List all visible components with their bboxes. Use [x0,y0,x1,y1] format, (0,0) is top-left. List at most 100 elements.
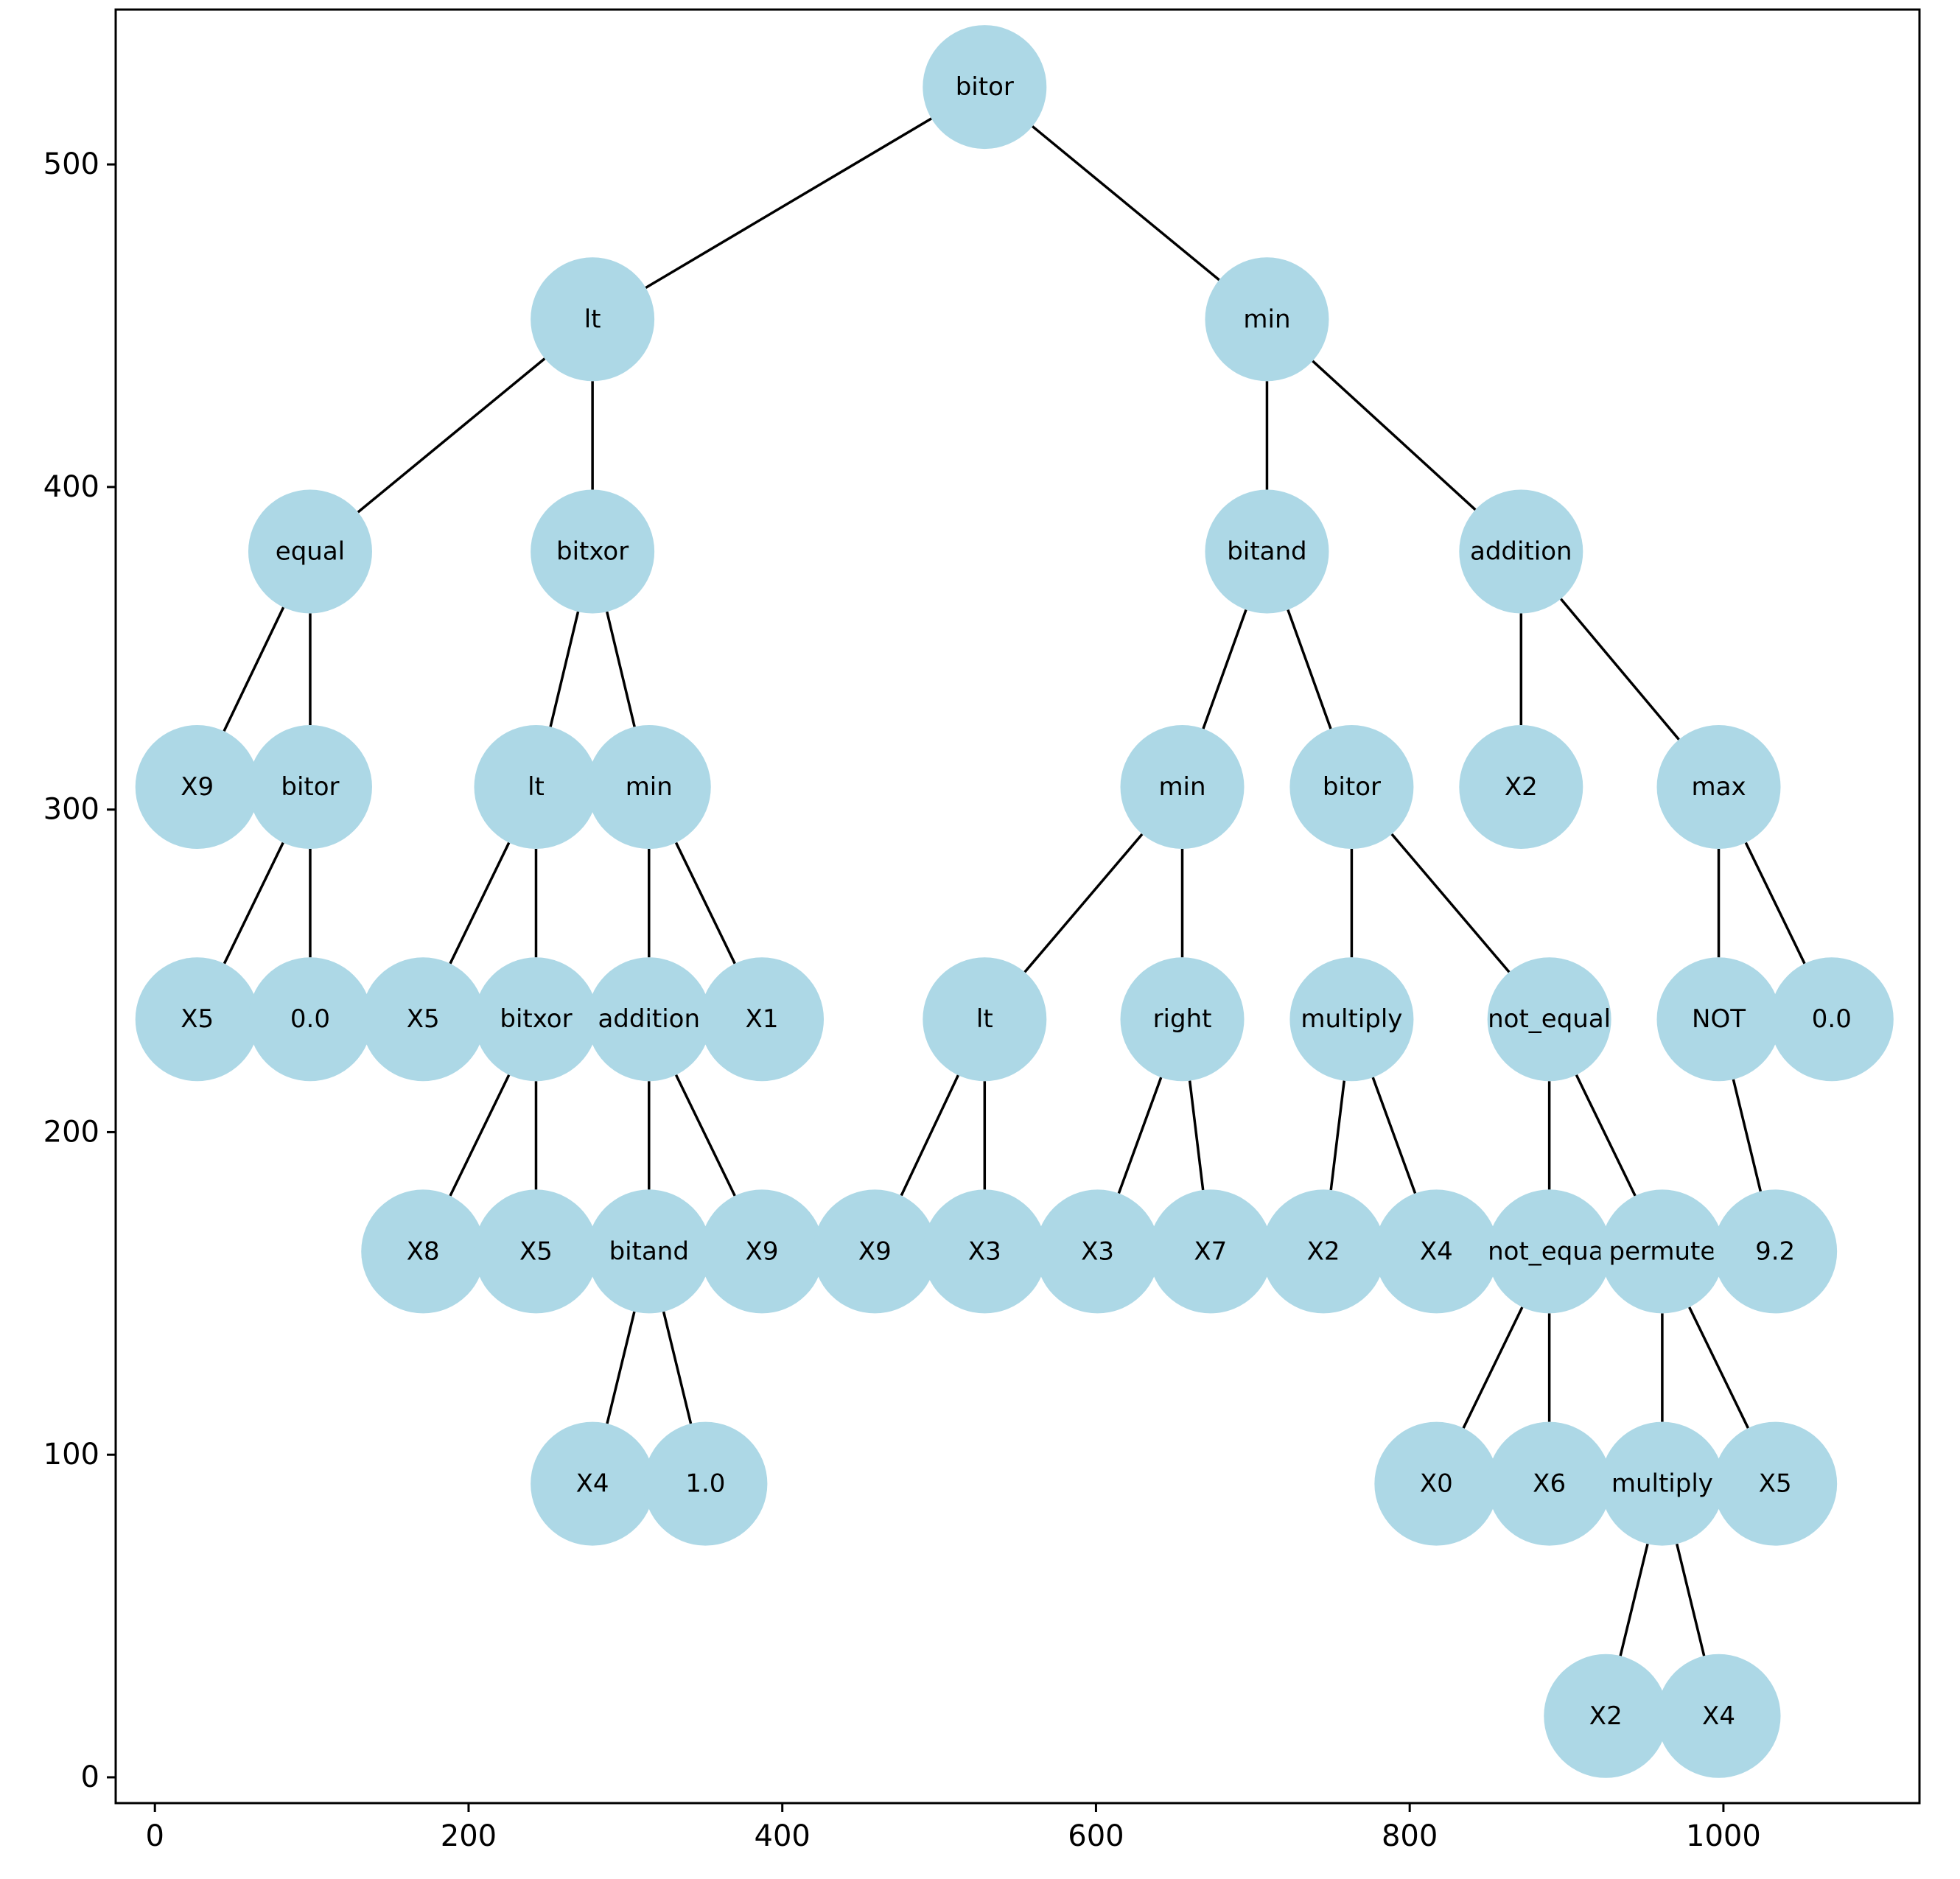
node-circle [474,725,598,850]
node-circle [1487,1189,1611,1314]
node-label: X3 [1081,1236,1114,1266]
tree-edge [1575,1074,1637,1197]
node-circle [643,1421,768,1546]
y-tick-label: 200 [43,1115,99,1149]
tree-edge [1202,609,1247,729]
node-circle [1656,725,1781,850]
tree-edge [1390,833,1511,973]
node-circle [1035,1189,1160,1314]
node-label: X2 [1589,1701,1623,1731]
node-circle [1374,1421,1499,1546]
tree-node: X5 [135,957,259,1082]
node-circle [135,957,259,1082]
node-circle [1459,489,1583,614]
node-circle [813,1189,937,1314]
tree-edge [645,117,932,289]
node-label: X4 [1420,1236,1453,1266]
node-circle [923,957,1047,1082]
tree-node: X5 [474,1189,598,1314]
node-circle [1148,1189,1273,1314]
node-circle [531,489,655,614]
node-circle [1289,957,1414,1082]
tree-node: min [1120,725,1245,850]
y-tick-label: 500 [43,147,99,181]
tree-edge [1371,1077,1417,1194]
tree-node: not_equal [1487,1189,1611,1314]
x-tick-label: 1000 [1686,1819,1761,1853]
node-circle [1487,957,1611,1082]
tree-edge [674,841,736,965]
tree-node: X4 [1656,1654,1781,1778]
node-label: min [1243,304,1290,334]
y-tick-label: 400 [43,470,99,504]
x-axis: 0 200 400 600 800 1000 [145,1803,1761,1853]
node-circle [923,1189,1047,1314]
tree-node: X8 [361,1189,486,1314]
node-label: not_equal [1488,1004,1611,1034]
x-tick-label: 600 [1068,1819,1124,1853]
node-circle [1205,489,1329,614]
node-circle [1713,1189,1838,1314]
node-label: X5 [181,1004,214,1034]
node-label: min [1158,772,1205,802]
tree-node: addition [587,957,711,1082]
tree-node: bitand [1205,489,1329,614]
node-label: not_equal [1488,1236,1611,1266]
tree-node: lt [474,725,598,850]
node-circle [361,957,486,1082]
node-label: equal [276,536,345,566]
tree-node: multiply [1600,1421,1724,1546]
node-label: 0.0 [1812,1004,1852,1034]
plot-frame [114,8,1921,1805]
tree-edge [1032,125,1220,281]
tree-node: bitxor [474,957,598,1082]
node-circle [1600,1421,1724,1546]
node-circle [361,1189,486,1314]
node-circle [248,957,372,1082]
node-circle [700,1189,825,1314]
node-label: bitor [281,772,339,802]
tree-edge [1287,609,1332,729]
tree-node: addition [1459,489,1583,614]
node-circle [1459,725,1583,850]
tree-node: X9 [813,1189,937,1314]
tree-edge [549,611,580,727]
tree-node: equal [248,489,372,614]
tree-node: 1.0 [643,1421,768,1546]
node-circle [587,957,711,1082]
node-circle [1120,725,1245,850]
node-label: 1.0 [685,1469,725,1499]
tree-edge [1329,1080,1346,1191]
tree-edge [1732,1079,1763,1192]
tree-edge [1117,1077,1163,1194]
node-label: min [626,772,673,802]
tree-edge [900,1074,959,1197]
y-axis: 0 100 200 300 400 500 [43,147,116,1794]
tree-node: permute [1600,1189,1724,1314]
tree-node: X9 [700,1189,825,1314]
node-label: X4 [576,1469,609,1499]
tree-node: X7 [1148,1189,1273,1314]
edges [223,117,1806,1656]
tree-node: bitxor [531,489,655,614]
tree-node: X3 [923,1189,1047,1314]
node-label: permute [1609,1236,1715,1266]
tree-node: min [1205,257,1329,382]
tree-edge [449,1074,511,1197]
node-label: bitor [1323,772,1381,802]
node-label: X2 [1505,772,1538,802]
tree-node: multiply [1289,957,1414,1082]
tree-edge [1188,1080,1205,1191]
node-circle [531,1421,655,1546]
tree-edge [606,611,636,727]
node-label: bitand [609,1236,689,1266]
node-label: 9.2 [1755,1236,1795,1266]
tree-edge [1312,360,1477,511]
node-label: 0.0 [290,1004,330,1034]
tree-node: bitor [923,25,1047,150]
tree-node: X5 [1713,1421,1838,1546]
node-circle [1544,1654,1668,1778]
x-tick-label: 0 [145,1819,164,1853]
node-label: X5 [1759,1469,1792,1499]
